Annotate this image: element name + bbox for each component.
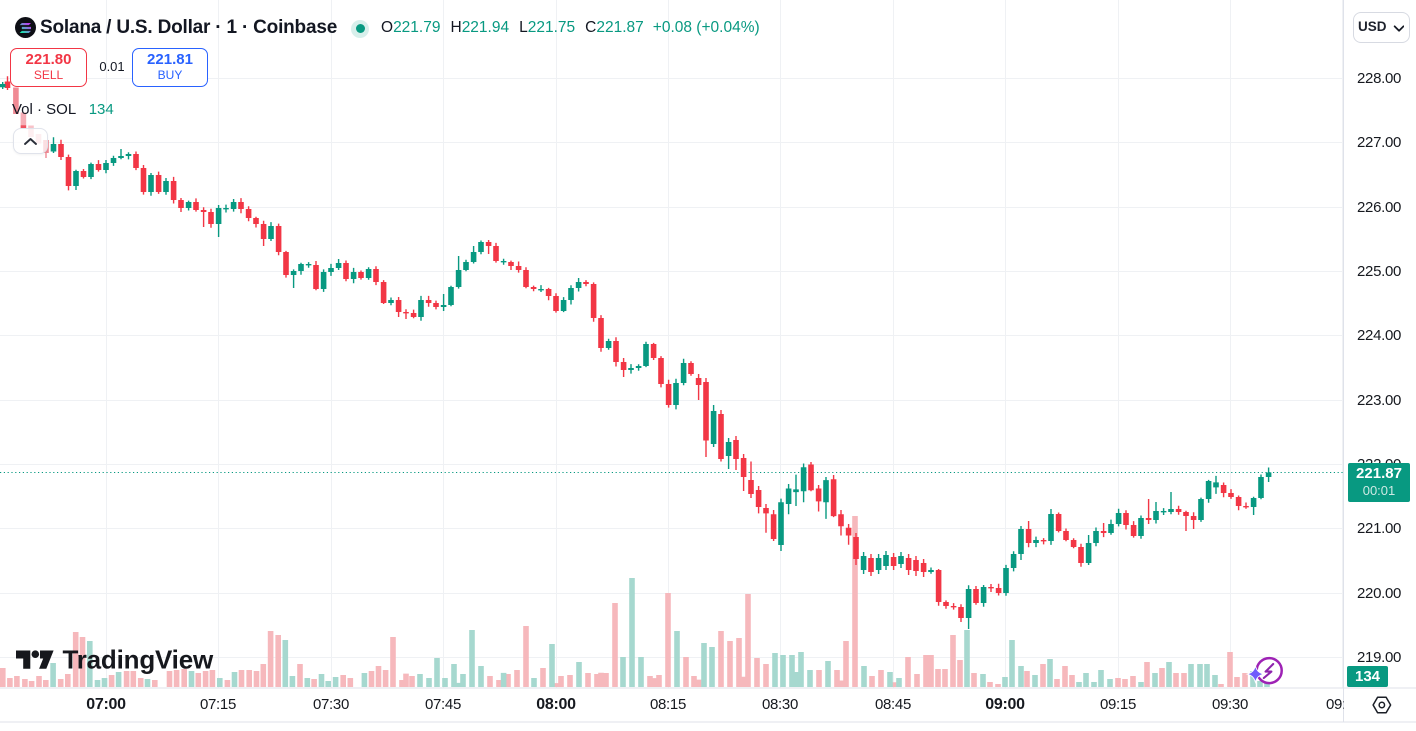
svg-text:TradingView: TradingView <box>63 649 214 675</box>
